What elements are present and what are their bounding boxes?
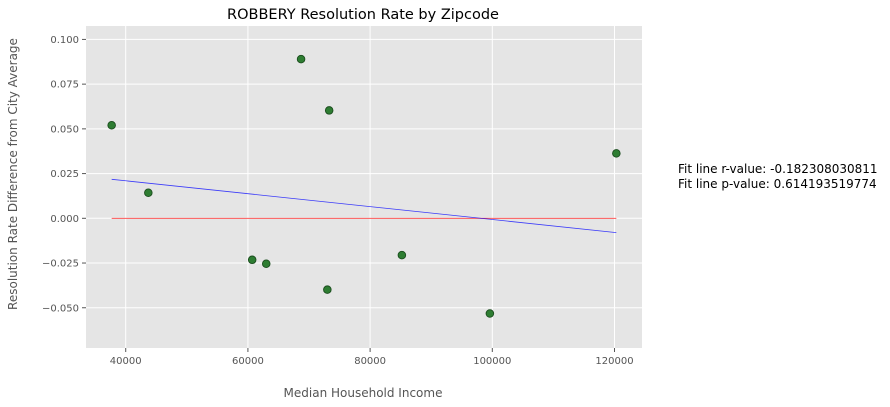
- fit-line: [111, 178, 617, 234]
- y-tick-label: 0.000: [50, 214, 79, 225]
- data-point: [296, 54, 306, 64]
- data-point: [323, 285, 332, 294]
- y-tick-label: −0.050: [42, 303, 79, 314]
- data-point: [485, 309, 495, 318]
- data-point: [261, 259, 271, 268]
- y-tick-label: −0.025: [42, 259, 79, 270]
- data-points: [107, 54, 621, 318]
- y-tick-label: 0.100: [50, 35, 79, 46]
- x-axis-label: Median Household Income: [284, 386, 443, 400]
- x-tick-label: 120000: [595, 356, 633, 367]
- y-tick-label: 0.050: [50, 124, 79, 135]
- chart-title: ROBBERY Resolution Rate by Zipcode: [227, 7, 499, 23]
- y-tick-label: 0.075: [50, 80, 79, 91]
- data-point: [107, 121, 116, 130]
- plot-background: [86, 26, 642, 348]
- grid-lines: [86, 26, 642, 348]
- data-point: [247, 255, 257, 265]
- reference-lines: [111, 178, 617, 234]
- x-tick-label: 80000: [354, 356, 386, 367]
- axis-ticks: 40000 60000 80000 100000 120000 −0.050 −0.025 0…: [42, 35, 634, 367]
- p-value-annotation: Fit line p-value: 0.614193519774: [678, 177, 877, 191]
- r-value-annotation: Fit line r-value: -0.182308030811: [678, 162, 878, 176]
- x-tick-label: 40000: [110, 356, 142, 367]
- x-tick-label: 60000: [232, 356, 264, 367]
- data-point: [144, 188, 153, 197]
- x-tick-label: 100000: [473, 356, 511, 367]
- y-axis-label: Resolution Rate Difference from City Ave…: [6, 38, 20, 310]
- data-point: [324, 106, 334, 115]
- data-point: [612, 149, 621, 158]
- data-point: [397, 250, 407, 260]
- y-tick-label: 0.025: [50, 169, 79, 180]
